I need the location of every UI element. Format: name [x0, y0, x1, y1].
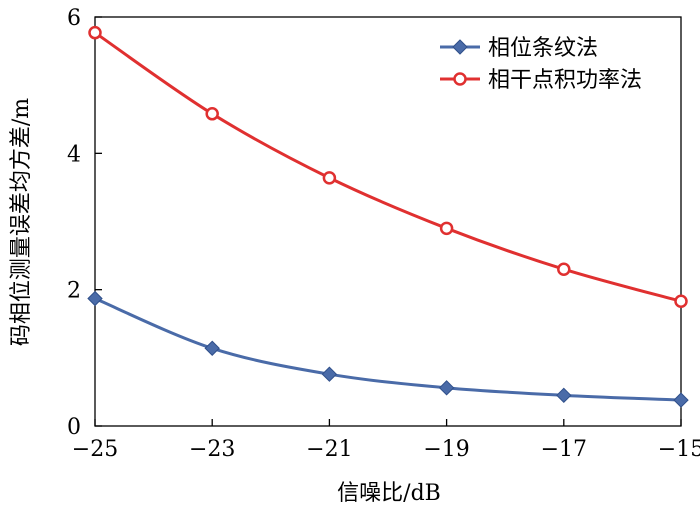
series-line-2	[94, 31, 682, 303]
data-point-series-1	[321, 366, 338, 382]
data-point-series-1	[673, 392, 689, 408]
x-tick-label: −17	[541, 437, 587, 462]
series-markers	[87, 25, 689, 408]
legend-label: 相位条纹法	[488, 36, 598, 61]
data-point-series-1	[87, 290, 103, 307]
y-axis-title: 码相位测量误差均方差/m	[9, 98, 34, 346]
data-point-series-2	[557, 262, 571, 276]
axis-ticks: −25 −23 −21 −19 −17 −15 0 2 4 6	[67, 6, 700, 462]
data-point-series-2	[88, 25, 102, 40]
y-tick-label: 0	[67, 415, 81, 440]
y-tick-label: 6	[67, 6, 81, 31]
y-tick-label: 2	[67, 279, 81, 304]
data-point-series-2	[205, 107, 219, 121]
legend-marker	[452, 39, 468, 55]
x-tick-label: −21	[306, 437, 352, 462]
legend-marker	[453, 72, 467, 86]
series-line-1	[94, 297, 682, 402]
series-lines	[94, 31, 682, 402]
x-tick-label: −15	[658, 437, 700, 462]
data-point-series-1	[204, 340, 220, 356]
data-point-series-1	[438, 380, 455, 396]
x-axis-title: 信噪比/dB	[337, 481, 441, 506]
x-tick-label: −25	[72, 437, 118, 462]
legend-label: 相干点积功率法	[488, 68, 642, 93]
plot-border	[94, 16, 682, 427]
y-tick-label: 4	[67, 142, 81, 167]
data-point-series-1	[556, 387, 572, 404]
data-point-series-2	[439, 221, 454, 236]
plot-area	[94, 16, 682, 427]
x-tick-label: −19	[423, 437, 469, 462]
data-point-series-2	[322, 171, 337, 185]
data-point-series-2	[674, 294, 688, 309]
x-tick-label: −23	[189, 437, 235, 462]
